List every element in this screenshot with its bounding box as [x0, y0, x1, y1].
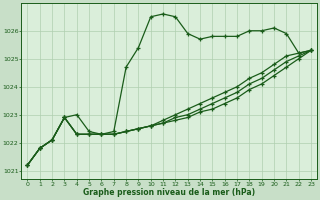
X-axis label: Graphe pression niveau de la mer (hPa): Graphe pression niveau de la mer (hPa)	[83, 188, 255, 197]
